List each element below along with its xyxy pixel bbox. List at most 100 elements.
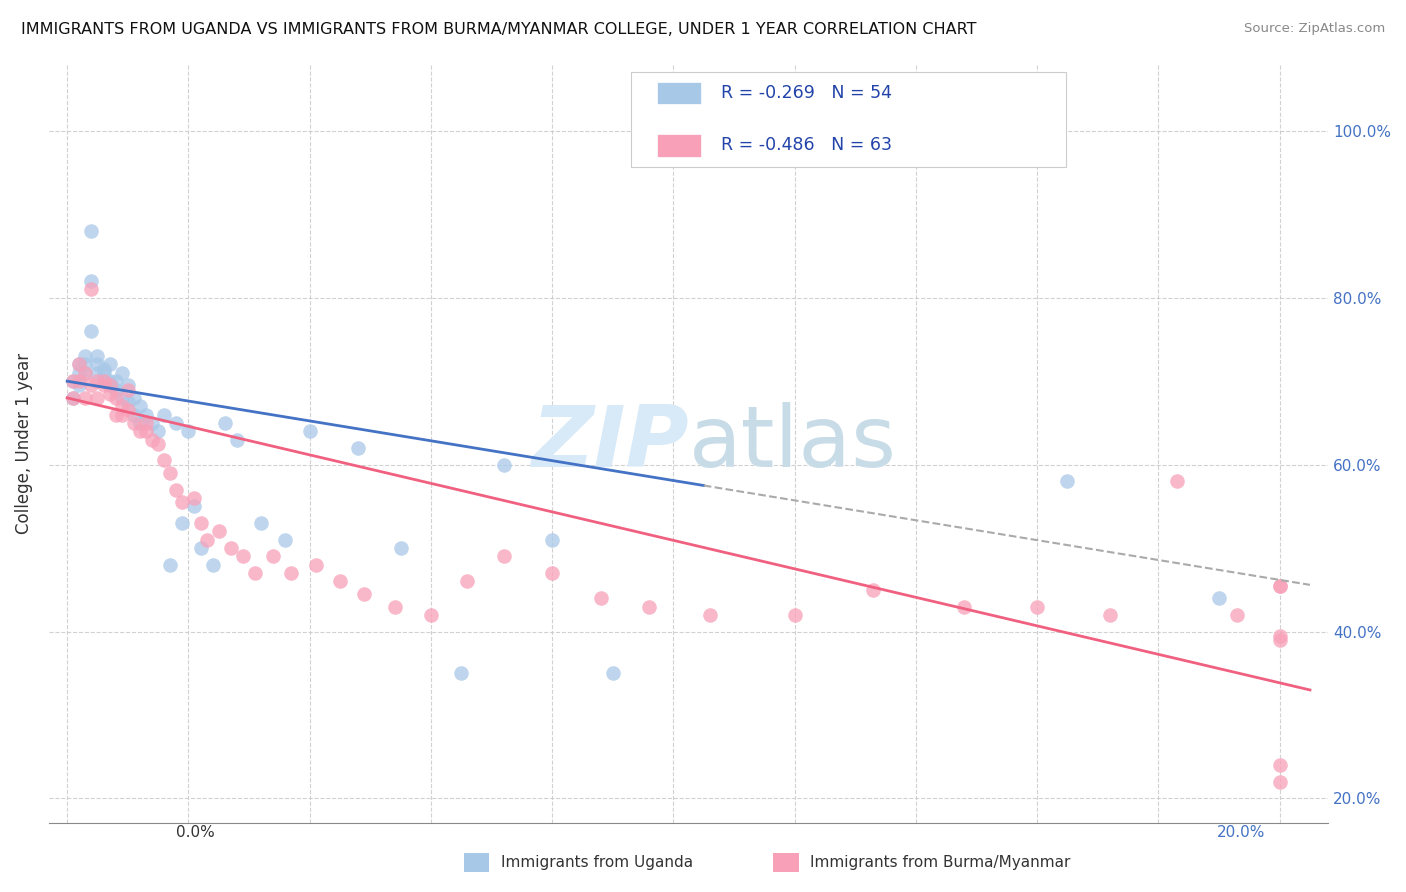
Point [172,495,194,509]
Text: Source: ZipAtlas.com: Source: ZipAtlas.com [1244,22,1385,36]
Point [141,416,163,430]
Point [86,374,108,388]
Text: R = -0.486   N = 63: R = -0.486 N = 63 [720,136,891,154]
Point [93,378,115,392]
Point [122,408,145,422]
Point [104,383,127,397]
Point [783,607,806,622]
Point [638,599,661,614]
Point [117,383,139,397]
Point [1166,475,1188,489]
Point [67,358,90,372]
Point [93,374,115,388]
Point [1268,774,1291,789]
Point [122,416,145,430]
Point [384,599,406,614]
Point [541,566,564,581]
Point [141,433,163,447]
Point [93,366,115,380]
Point [98,386,121,401]
Point [262,549,284,564]
Point [104,374,127,388]
Point [280,566,302,581]
Text: Immigrants from Uganda: Immigrants from Uganda [501,855,693,870]
Point [347,441,370,455]
Point [62,391,84,405]
Text: 0.0%: 0.0% [176,825,215,840]
Point [80,224,103,238]
Point [699,607,721,622]
Point [80,274,103,288]
Point [129,399,152,413]
Point [98,378,121,392]
Point [159,466,181,480]
Point [62,374,84,388]
Point [1268,579,1291,593]
Point [86,349,108,363]
Point [214,416,236,430]
Point [541,533,564,547]
Point [1026,599,1049,614]
Point [67,378,90,392]
Text: atlas: atlas [689,402,897,485]
Text: Immigrants from Burma/Myanmar: Immigrants from Burma/Myanmar [810,855,1070,870]
Point [117,403,139,417]
Point [80,378,103,392]
Point [1268,758,1291,772]
Point [75,366,97,380]
Point [589,591,612,606]
Point [93,374,115,388]
Point [298,424,321,438]
Point [389,541,412,555]
Point [195,533,218,547]
Point [243,566,266,581]
Point [111,408,134,422]
Point [98,378,121,392]
Point [492,458,515,472]
Point [456,574,478,589]
Point [146,424,169,438]
Point [75,358,97,372]
Point [450,666,472,681]
Point [80,324,103,338]
Point [104,391,127,405]
Point [305,558,328,572]
Point [129,416,152,430]
Point [165,416,187,430]
Text: 20.0%: 20.0% [1218,825,1265,840]
Point [1208,591,1230,606]
Point [111,399,134,413]
Point [862,582,884,597]
Point [104,408,127,422]
Point [135,424,157,438]
Point [86,358,108,372]
Text: IMMIGRANTS FROM UGANDA VS IMMIGRANTS FROM BURMA/MYANMAR COLLEGE, UNDER 1 YEAR CO: IMMIGRANTS FROM UGANDA VS IMMIGRANTS FRO… [21,22,977,37]
Point [165,483,187,497]
Point [86,391,108,405]
Point [67,358,90,372]
Point [183,500,205,514]
Point [232,549,254,564]
Point [1056,475,1078,489]
Point [159,558,181,572]
Point [98,358,121,372]
Point [329,574,352,589]
Point [111,366,134,380]
Point [1268,629,1291,643]
Point [219,541,242,555]
Point [177,424,200,438]
Point [1098,607,1121,622]
Point [135,416,157,430]
FancyBboxPatch shape [657,81,702,104]
Point [225,433,247,447]
Point [492,549,515,564]
Point [274,533,297,547]
Point [201,558,224,572]
Point [129,424,152,438]
Text: ZIP: ZIP [531,402,689,485]
Point [190,516,212,530]
Y-axis label: College, Under 1 year: College, Under 1 year [15,353,32,534]
FancyBboxPatch shape [657,134,702,157]
Point [75,366,97,380]
Point [353,587,375,601]
